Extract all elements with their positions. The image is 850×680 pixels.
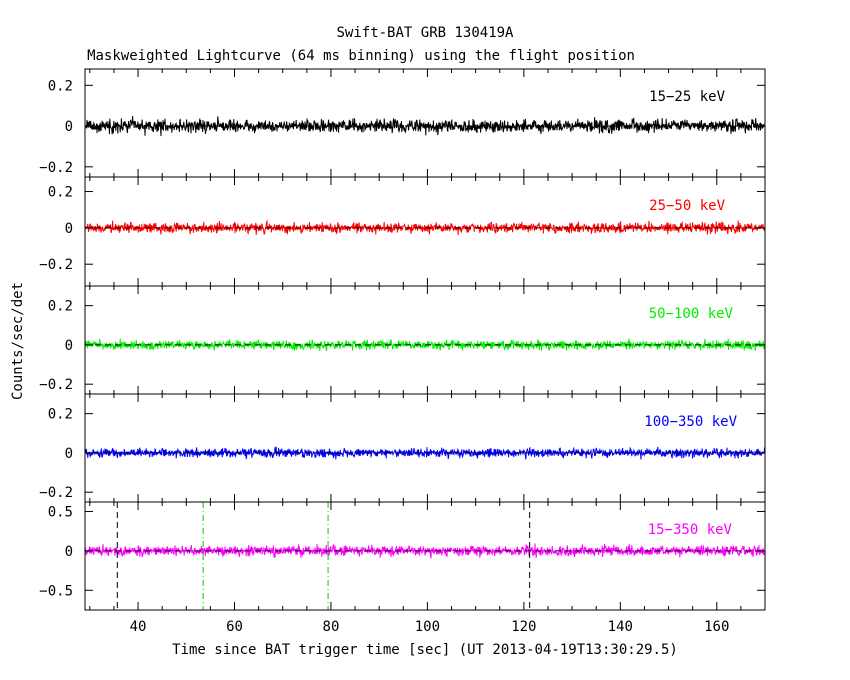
y-axis-label: Counts/sec/det — [10, 282, 26, 400]
panel-frame — [84, 501, 766, 611]
y-tick-label: 0 — [65, 338, 73, 354]
panel-1: −0.2 0 0.2 15−25 keV — [39, 68, 766, 178]
y-tick-label: 0.2 — [48, 185, 73, 201]
x-tick-label: 60 — [226, 619, 243, 635]
series-line — [84, 219, 766, 236]
series-line — [84, 115, 766, 137]
panels-group: −0.2 0 0.2 15−25 keV −0.2 0 0.2 25−50 keV −0.2 0 0… — [39, 68, 766, 635]
x-tick-label: 100 — [415, 619, 440, 635]
y-tick-label: −0.5 — [39, 583, 73, 599]
panel-5: −0.5 0 0.5 40 60 80 100 120 140 160 15−350 keV — [39, 501, 766, 635]
y-tick-label: 0 — [65, 544, 73, 560]
x-tick-label: 140 — [608, 619, 633, 635]
panel-3: −0.2 0 0.2 50−100 keV — [39, 285, 766, 395]
energy-band-label: 25−50 keV — [649, 198, 725, 214]
panel-4: −0.2 0 0.2 100−350 keV — [39, 393, 766, 503]
y-tick-label: −0.2 — [39, 485, 73, 501]
y-tick-label: 0.2 — [48, 78, 73, 94]
energy-band-label: 15−350 keV — [648, 522, 733, 538]
y-tick-label: −0.2 — [39, 377, 73, 393]
y-tick-label: 0 — [65, 446, 73, 462]
panel-frame — [84, 393, 766, 503]
y-tick-label: −0.2 — [39, 160, 73, 176]
x-tick-label: 160 — [704, 619, 729, 635]
y-tick-label: 0.5 — [48, 504, 73, 520]
panel-2: −0.2 0 0.2 25−50 keV — [39, 176, 766, 287]
energy-band-label: 100−350 keV — [644, 414, 737, 430]
y-tick-label: 0.2 — [48, 407, 73, 423]
series-line — [84, 338, 766, 352]
energy-band-label: 50−100 keV — [649, 306, 734, 322]
series-line — [84, 543, 766, 559]
x-tick-label: 120 — [511, 619, 536, 635]
figure-subtitle: Maskweighted Lightcurve (64 ms binning) … — [87, 48, 635, 64]
y-tick-label: 0 — [65, 221, 73, 237]
panel-frame — [84, 285, 766, 395]
x-tick-label: 40 — [130, 619, 147, 635]
x-axis-label: Time since BAT trigger time [sec] (UT 20… — [172, 642, 678, 658]
panel-frame — [84, 176, 766, 287]
y-tick-label: 0.2 — [48, 299, 73, 315]
x-tick-label: 80 — [323, 619, 340, 635]
y-tick-label: −0.2 — [39, 257, 73, 273]
energy-band-label: 15−25 keV — [649, 89, 725, 105]
figure-title: Swift-BAT GRB 130419A — [336, 25, 514, 41]
y-tick-label: 0 — [65, 119, 73, 135]
